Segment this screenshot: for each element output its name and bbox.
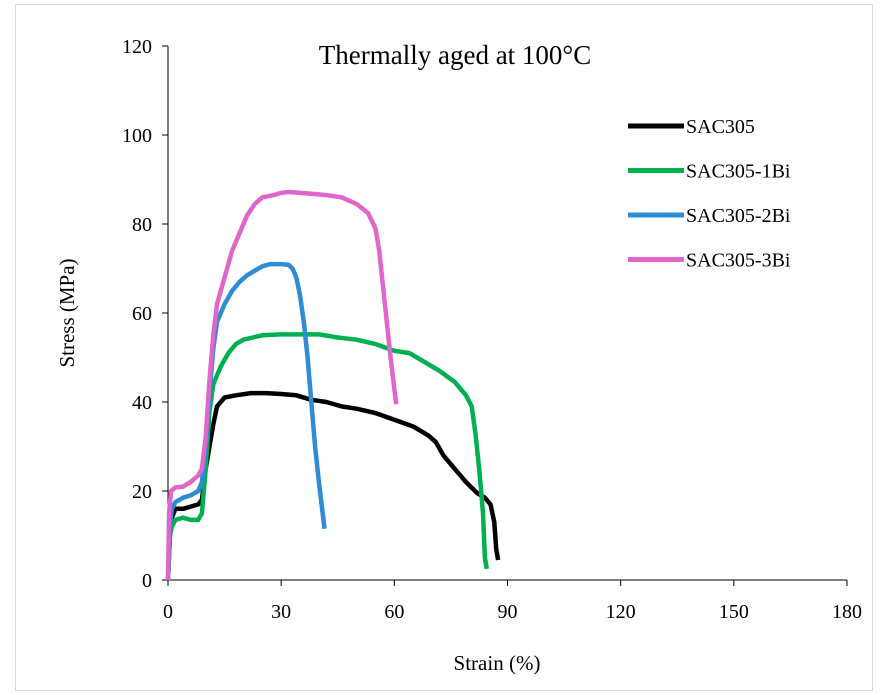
- x-tick-label: 90: [498, 601, 518, 623]
- legend-label-sac305-2bi: SAC305-2Bi: [686, 205, 791, 227]
- y-tick-label: 120: [122, 36, 152, 58]
- series-line-sac305-3bi: [165, 189, 399, 581]
- x-tick-label: 150: [719, 601, 749, 623]
- y-axis-label: Stress (MPa): [55, 258, 79, 367]
- series-line-sac305-1bi: [165, 332, 490, 581]
- chart-title: Thermally aged at 100°C: [319, 40, 591, 70]
- x-tick-label: 0: [163, 601, 173, 623]
- y-tick-label: 60: [132, 303, 152, 325]
- x-tick-label: 120: [606, 601, 636, 623]
- x-axis-label: Strain (%): [454, 651, 541, 675]
- y-tick-label: 100: [122, 125, 152, 147]
- legend-label-sac305-3bi: SAC305-3Bi: [686, 250, 791, 272]
- legend-label-sac305: SAC305: [686, 116, 755, 138]
- series-line-sac305-2bi: [165, 261, 327, 581]
- axes: 0 20 40 60 80 100 120 0 30 60 90 120 150 180: [122, 36, 862, 623]
- y-tick-label: 80: [132, 214, 152, 236]
- series-lines: [165, 189, 501, 581]
- series-line-sac305: [165, 390, 501, 581]
- legend: SAC305 SAC305-1Bi SAC305-2Bi SAC305-3Bi: [628, 116, 791, 272]
- y-tick-label: 20: [132, 481, 152, 503]
- y-tick-label: 0: [142, 570, 152, 592]
- chart-border: [15, 4, 873, 691]
- x-tick-label: 30: [271, 601, 291, 623]
- y-tick-label: 40: [132, 392, 152, 414]
- x-tick-label: 60: [384, 601, 404, 623]
- x-tick-label: 180: [832, 601, 862, 623]
- legend-label-sac305-1bi: SAC305-1Bi: [686, 161, 791, 183]
